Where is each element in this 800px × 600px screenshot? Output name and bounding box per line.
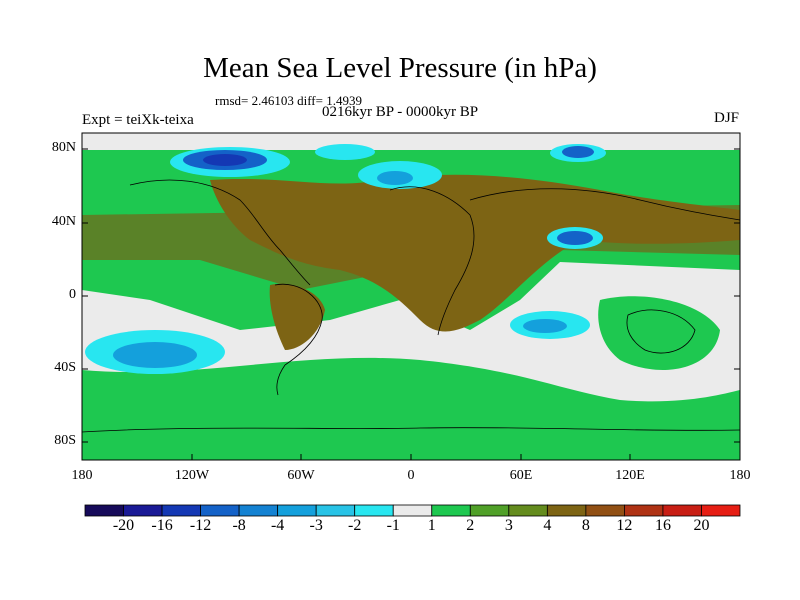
stats-line: rmsd= 2.46103 diff= 1.4939: [215, 93, 362, 108]
colorbar-label: -12: [189, 517, 212, 534]
lat-label-80n: 80N: [51, 140, 76, 155]
lon-label-180e: 180: [729, 468, 751, 483]
colorbar-box-7: [354, 504, 394, 517]
colorbar-box-12: [546, 504, 587, 517]
field-anomaly-indian-ocean-core: [523, 319, 567, 333]
field-anomaly-siberia-core: [562, 146, 594, 158]
colorbar-box-9: [431, 504, 471, 517]
lon-label-120e: 120E: [615, 468, 645, 483]
colorbar-label: -1: [386, 517, 400, 534]
lat-label-40s: 40S: [54, 360, 76, 375]
lat-label-80s: 80S: [54, 433, 76, 448]
lat-ticks: [82, 148, 740, 443]
season-label: DJF: [714, 110, 740, 126]
colorbar-label: 8: [581, 517, 590, 534]
colorbar-box-2: [161, 504, 201, 517]
colorbar-box-11: [508, 504, 548, 517]
colorbar-label: 4: [543, 517, 552, 534]
colorbar-label: 3: [504, 517, 513, 534]
colorbar-label: -4: [270, 517, 285, 534]
colorbar-label: 2: [466, 517, 475, 534]
lon-label-180w: 180: [71, 468, 93, 483]
lon-label-120w: 120W: [174, 468, 210, 483]
period-label: 0216kyr BP - 0000kyr BP: [322, 104, 479, 120]
colorbar-box-16: [701, 504, 741, 517]
colorbar-box-4: [238, 504, 279, 517]
field-anomaly-pacific-south-core: [113, 342, 197, 368]
colorbar-label: 1: [427, 517, 436, 534]
colorbar-label: -20: [112, 517, 135, 534]
field-anomaly-arctic: [315, 144, 375, 160]
colorbar-label: -16: [151, 517, 173, 534]
lon-ticks: [81, 454, 741, 460]
colorbar-label: 20: [693, 517, 710, 534]
coastlines: [82, 179, 740, 433]
pressure-field: [82, 133, 740, 460]
lon-label-60w: 60W: [287, 468, 315, 483]
colorbar-label: -3: [309, 517, 323, 534]
colorbar-label: 16: [654, 517, 671, 534]
colorbar-box-1: [123, 504, 163, 517]
lon-label-0: 0: [407, 468, 415, 483]
field-anomaly-greenland-peak: [203, 154, 247, 166]
lat-label-40n: 40N: [51, 214, 76, 229]
colorbar-box-10: [469, 504, 510, 517]
colorbar-box-8: [392, 504, 433, 517]
colorbar-box-0: [84, 504, 124, 517]
map-title: Mean Sea Level Pressure (in hPa): [203, 52, 597, 84]
colorbar-label: 12: [616, 517, 633, 534]
colorbar-box-6: [315, 504, 356, 517]
field-green-southern-ocean: [82, 357, 740, 460]
field-brown-south-america: [269, 283, 325, 350]
colorbar-box-15: [662, 504, 702, 517]
colorbar-box-5: [277, 504, 317, 517]
colorbar-box-13: [585, 504, 625, 517]
colorbar-label: -8: [232, 517, 246, 534]
experiment-label: Expt = teiXk-teixa: [82, 112, 194, 128]
colorbar-box-14: [624, 504, 664, 517]
field-anomaly-tibet-core: [557, 231, 593, 245]
colorbar-box-3: [200, 504, 240, 517]
colorbar: [84, 504, 741, 517]
lat-label-0: 0: [69, 287, 76, 302]
lon-label-60e: 60E: [509, 468, 533, 483]
field-brown-continents: [210, 174, 740, 332]
field-anomaly-north-atlantic-core: [377, 171, 413, 185]
colorbar-label: -2: [348, 517, 362, 534]
